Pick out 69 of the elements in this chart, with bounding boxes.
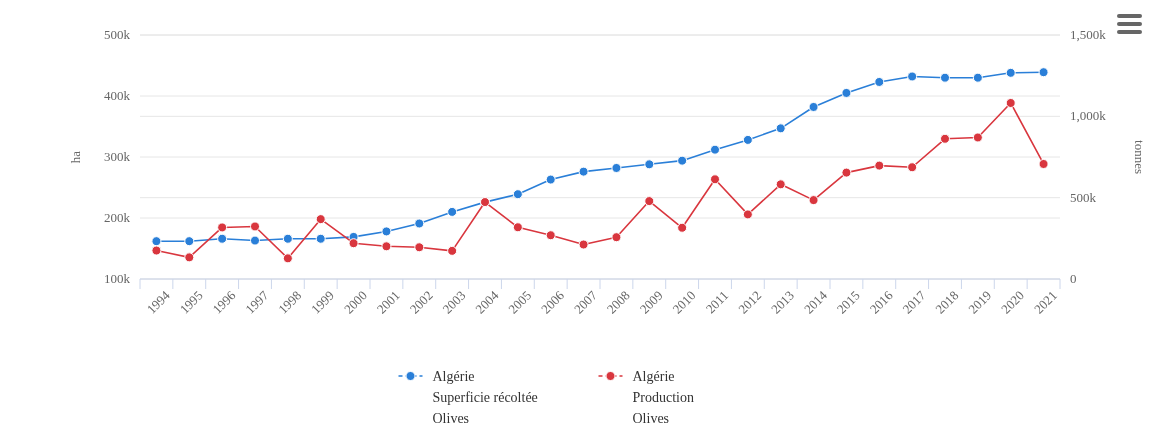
point [250,221,260,232]
point [1038,67,1049,78]
point [972,72,983,83]
point [578,166,589,177]
point [907,162,918,173]
point [217,233,228,244]
point [874,76,885,87]
point [677,155,688,166]
point [151,236,162,247]
point [512,222,523,233]
point [808,101,819,112]
point [184,252,195,263]
point [677,222,688,233]
point [414,218,425,229]
point [775,179,786,190]
point [710,174,720,185]
point [381,241,392,252]
point [578,239,589,250]
point [414,242,425,253]
point [775,123,786,134]
x-tick-label: 2001 [373,287,403,317]
y-tick-label: 500k [104,27,131,42]
point [841,87,852,98]
y2-tick-label: 500k [1070,189,1097,205]
point [184,236,195,247]
x-tick-label: 2011 [702,287,732,317]
legend-label: Algérie Superficie récoltée Olives [432,369,538,426]
point [972,132,983,143]
point [940,72,950,83]
point [742,209,753,220]
point [808,195,819,206]
y-tick-label: 100k [104,271,131,286]
point [545,174,556,185]
x-tick-label: 2021 [1030,287,1060,317]
point [545,230,556,241]
point [1038,159,1049,169]
point [447,245,458,256]
point [315,214,326,225]
point [381,226,392,237]
point [611,232,622,243]
point [250,235,260,246]
point [940,133,950,144]
point [874,160,885,171]
point [512,189,523,200]
point [1005,67,1016,78]
legend-label: Algérie Production Olives [632,369,694,426]
point [348,238,359,249]
point [315,233,326,244]
y-tick-label: 300k [104,149,131,164]
y2-tick-label: 1,500k [1070,27,1107,42]
point [447,206,458,217]
point [1005,98,1016,108]
y2-tick-label: 1,000k [1070,108,1107,124]
point [841,167,852,178]
y2-tick-label: 0 [1070,271,1077,286]
y2-axis-title: tonnes [1132,140,1147,174]
point [742,134,753,145]
point [151,245,162,256]
y-tick-label: 400k [104,88,131,103]
point [644,196,655,207]
point [710,144,720,155]
point [282,253,293,264]
y-tick-label: 200k [104,210,131,225]
y-axis-title: ha [68,150,83,164]
point [611,162,622,173]
point [907,71,918,82]
point [282,233,293,244]
point [217,222,228,233]
point [644,159,655,170]
